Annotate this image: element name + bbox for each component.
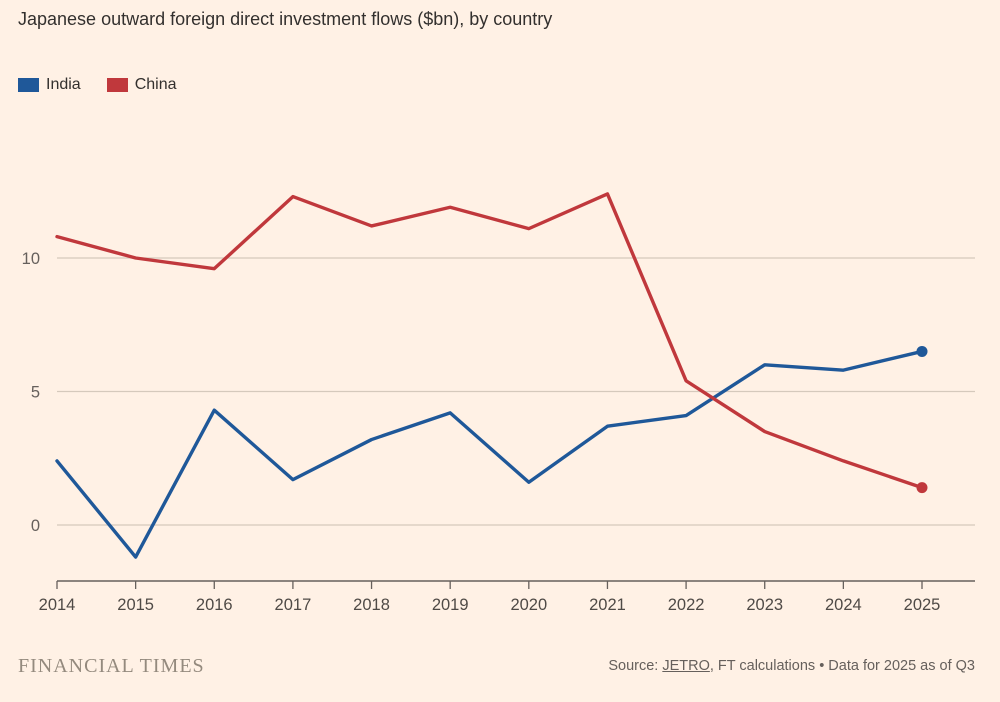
legend: India China [18,76,177,94]
y-tick-label-0: 0 [31,517,40,535]
x-label-2018: 2018 [353,596,390,614]
source-prefix: Source: [608,658,663,674]
series-endpoint-china [916,482,928,494]
x-label-2023: 2023 [746,596,783,614]
x-label-2020: 2020 [510,596,547,614]
series-endpoint-india [916,345,928,357]
series-line-china [55,192,924,490]
source-note: Source: JETRO, FT calculations • Data fo… [608,658,975,674]
legend-label-china: China [134,76,177,93]
x-label-2017: 2017 [275,596,312,614]
y-tick-label-5: 5 [31,384,40,402]
source-suffix: , FT calculations • Data for 2025 as of … [709,658,975,674]
x-label-2016: 2016 [196,596,233,614]
legend-swatch-china [106,78,128,92]
x-label-2014: 2014 [39,596,76,614]
series-line-india [55,349,924,559]
legend-label-india: India [46,76,81,93]
ft-wordmark: FINANCIAL TIMES [18,655,205,677]
legend-swatch-india [18,78,39,92]
x-label-2021: 2021 [589,596,626,614]
legend-item-china: China [106,76,177,94]
y-tick-label-10: 10 [22,250,40,268]
chart-title: Japanese outward foreign direct investme… [18,9,553,29]
source-link-jetro[interactable]: JETRO [662,658,710,674]
x-label-2015: 2015 [117,596,154,614]
legend-item-india: India [18,76,81,94]
x-label-2022: 2022 [668,596,705,614]
x-label-2019: 2019 [432,596,469,614]
x-label-2024: 2024 [825,596,862,614]
x-label-2025: 2025 [904,596,941,614]
